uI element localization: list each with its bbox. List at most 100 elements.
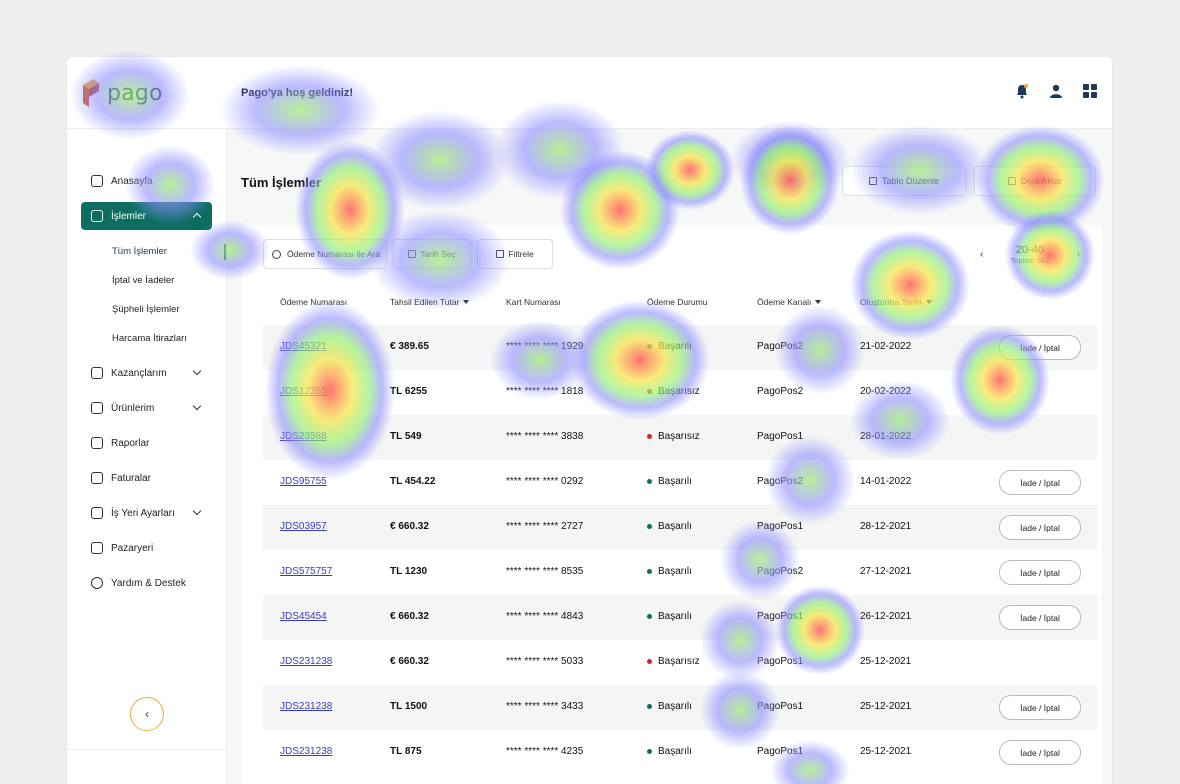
channel-cell: PagoPos2 [757,476,804,487]
status-cell: Başarısız [647,386,700,397]
export-button[interactable]: Dışa Aktar [974,166,1096,196]
payment-number-link[interactable]: JDS45454 [280,611,327,622]
column-header-created-date[interactable]: Oluşturma Tarihi [860,297,932,307]
amount-cell: TL 1500 [390,701,428,712]
filter-label: Filtrele [508,249,534,259]
sidebar-item-help[interactable]: Yardım & Destek [81,569,212,597]
sidebar-subitem-all-transactions[interactable]: Tüm İşlemler [112,246,167,257]
refund-cancel-button[interactable]: İade / İptal [999,515,1081,540]
refund-cancel-button[interactable]: İade / İptal [999,695,1081,720]
status-label: Başarısız [658,656,700,667]
status-cell: Başarılı [647,701,692,712]
refund-cancel-button[interactable]: İade / İptal [999,605,1081,630]
payment-number-link[interactable]: JDS45321 [280,341,327,352]
search-input[interactable]: Ödeme Numarası ile Ara [263,239,387,269]
date-select-label: Tarih Seç [420,249,456,259]
export-label: Dışa Aktar [1020,176,1063,186]
status-dot [647,703,652,709]
sidebar-subitem-disputes[interactable]: Harcama İtirazları [112,333,187,344]
edit-table-button[interactable]: Tablo Düzenle [842,166,966,196]
date-cell: 14-01-2022 [860,476,912,487]
sidebar-item-label: İşlemler [111,210,147,222]
sidebar-item-transactions[interactable]: İşlemler [81,202,212,230]
chevron-left-icon: ‹ [145,707,149,721]
column-header-payment-status[interactable]: Ödeme Durumu [647,297,707,307]
payment-number-link[interactable]: JDS231238 [280,701,333,712]
sidebar-item-earnings[interactable]: Kazançlarım [81,359,212,387]
date-cell: 21-02-2022 [860,341,912,352]
column-header-payment-number[interactable]: Ödeme Numarası [280,297,347,307]
sort-down-icon [815,300,822,304]
column-header-label: Ödeme Numarası [280,297,348,307]
page-range: 20-40 [1015,243,1045,256]
grid-icon[interactable] [1082,83,1098,99]
payment-number-link[interactable]: JDS231238 [280,746,333,757]
sidebar-item-marketplace[interactable]: Pazaryeri [81,534,212,562]
column-header-payment-channel[interactable]: Ödeme Kanalı [757,297,822,307]
user-icon[interactable] [1048,83,1064,99]
card-number-cell: **** **** **** 8535 [506,566,584,577]
column-header-card-number[interactable]: Kart Numarası [506,297,561,307]
search-icon [272,249,281,259]
table-row: JDS45321 € 389.65 **** **** **** 1929 Başar… [263,325,1097,370]
column-header-amount[interactable]: Tahsil Edilen Tutar [390,297,470,307]
sidebar-subitem-suspicious[interactable]: Şüpheli İşlemler [112,304,180,315]
sidebar-item-label: Anasayfa [111,175,153,187]
sort-down-icon [463,300,470,304]
settings-icon [91,507,103,519]
date-cell: 25-12-2021 [860,746,912,757]
refund-cancel-button[interactable]: İade / İptal [999,335,1081,360]
date-select-button[interactable]: Tarih Seç [393,239,471,269]
sidebar-item-business-settings[interactable]: İş Yeri Ayarları [81,499,212,527]
chevron-down-icon [192,506,202,516]
payment-number-link[interactable]: JDS95755 [280,476,327,487]
refund-cancel-button[interactable]: İade / İptal [999,470,1081,495]
search-placeholder: Ödeme Numarası ile Ara [287,249,381,259]
table-row: JDS23588 TL 549 **** **** **** 3838 Başarıs… [263,415,1097,460]
date-cell: 28-01-2022 [860,431,912,442]
payment-number-link[interactable]: JDS23588 [280,431,327,442]
status-label: Başarılı [658,341,692,352]
refund-cancel-button[interactable]: İade / İptal [999,740,1081,765]
card-number-cell: **** **** **** 5033 [506,656,584,667]
main-content: Tüm İşlemler Tablo Düzenle Dışa Aktar Öd… [227,129,1112,784]
bell-icon[interactable] [1014,83,1030,99]
chevron-up-icon [192,212,202,222]
status-label: Başarılı [658,701,692,712]
welcome-message: Pago'ya hoş geldiniz! [241,87,354,99]
page-total: Toplam 542 [1010,255,1050,265]
amount-cell: TL 1230 [390,566,428,577]
payment-number-link[interactable]: JDS575757 [280,566,333,577]
table-row: JDS03957 € 660.32 **** **** **** 2727 Başar… [263,505,1097,550]
card-number-cell: **** **** **** 4843 [506,611,584,622]
status-cell: Başarılı [647,746,692,757]
sidebar-collapse-button[interactable]: ‹ [130,697,164,731]
logo[interactable]: pago [81,77,163,109]
sidebar-item-products[interactable]: Ürünlerim [81,394,212,422]
payment-number-link[interactable]: JDS231238 [280,656,333,667]
status-dot [647,523,652,529]
refund-cancel-button[interactable]: İade / İptal [999,560,1081,585]
status-dot [647,388,652,394]
date-cell: 26-12-2021 [860,611,912,622]
date-cell: 20-02-2022 [860,386,912,397]
transactions-card: Ödeme Numarası ile Ara Tarih Seç Filtrel… [241,225,1102,784]
amount-cell: € 660.32 [390,611,429,622]
payment-number-link[interactable]: JDS12355 [280,386,327,397]
prev-page-button[interactable]: ‹ [980,248,984,260]
chevron-down-icon [192,366,202,376]
app-window: pago Pago'ya hoş geldiniz! Ana [67,57,1112,784]
topbar-icons [1014,83,1098,99]
table-row: JDS45454 € 660.32 **** **** **** 4843 Başar… [263,595,1097,640]
filter-button[interactable]: Filtrele [477,239,553,269]
reports-icon [91,437,103,449]
sidebar-item-reports[interactable]: Raporlar [81,429,212,457]
status-cell: Başarılı [647,341,692,352]
sidebar-subitem-cancellations-refunds[interactable]: İptal ve İadeler [112,275,175,286]
next-page-button[interactable]: › [1076,248,1080,260]
table-row: JDS231238 € 660.32 **** **** **** 5033 Başa… [263,640,1097,685]
payment-number-link[interactable]: JDS03957 [280,521,327,532]
sidebar-item-invoices[interactable]: Faturalar [81,464,212,492]
sidebar-item-home[interactable]: Anasayfa [81,167,212,195]
sidebar-item-label: Ürünlerim [111,402,155,414]
